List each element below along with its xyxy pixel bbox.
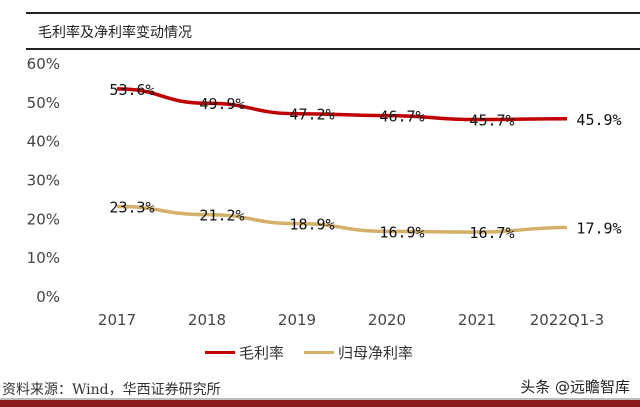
x-tick-label: 2019 <box>278 311 316 329</box>
data-label: 23.3% <box>109 199 154 217</box>
top-rule <box>26 12 640 14</box>
y-tick-label: 10% <box>27 249 60 267</box>
x-tick-label: 2017 <box>98 311 136 329</box>
series-line-0 <box>116 87 568 122</box>
data-label: 21.2% <box>199 207 244 225</box>
data-label: 45.7% <box>469 112 514 130</box>
x-tick-label: 2018 <box>188 311 226 329</box>
watermark: 头条 @远瞻智库 <box>520 378 630 396</box>
data-label: 49.9% <box>199 95 244 113</box>
x-tick-label: 2021 <box>458 311 496 329</box>
bottom-bar <box>0 398 640 407</box>
legend-swatch <box>304 351 335 354</box>
title-rule <box>26 48 640 50</box>
data-label: 16.9% <box>379 223 424 241</box>
legend-item-net-margin: 归母净利率 <box>304 342 413 363</box>
y-tick-label: 60% <box>27 55 60 73</box>
legend: 毛利率 归母净利率 <box>205 342 413 363</box>
source-note: 资料来源：Wind，华西证券研究所 <box>2 382 221 398</box>
legend-swatch <box>205 351 235 354</box>
data-label: 53.6% <box>109 81 154 99</box>
x-tick-label: 2020 <box>368 311 406 329</box>
y-tick-label: 0% <box>36 288 60 306</box>
y-tick-label: 50% <box>27 94 60 112</box>
data-label: 45.9% <box>576 111 621 129</box>
data-label: 18.9% <box>289 216 334 234</box>
y-tick-label: 40% <box>27 133 60 151</box>
y-tick-label: 20% <box>27 210 60 228</box>
data-label: 46.7% <box>379 108 424 126</box>
data-label: 17.9% <box>576 219 621 237</box>
series-line-1 <box>116 204 568 234</box>
legend-label: 归母净利率 <box>338 344 414 362</box>
line-chart: 0% 10% 20% 30% 40% 50% 60% 2017 2018 2019 2020 2021… <box>27 55 622 329</box>
data-label: 47.2% <box>289 106 334 124</box>
x-tick-label: 2022Q1-3 <box>530 311 604 329</box>
data-label: 16.7% <box>469 224 514 242</box>
y-tick-label: 30% <box>27 172 60 190</box>
legend-label: 毛利率 <box>239 344 285 362</box>
legend-item-gross-margin: 毛利率 <box>205 342 284 363</box>
chart-title: 毛利率及净利率变动情况 <box>38 25 192 41</box>
